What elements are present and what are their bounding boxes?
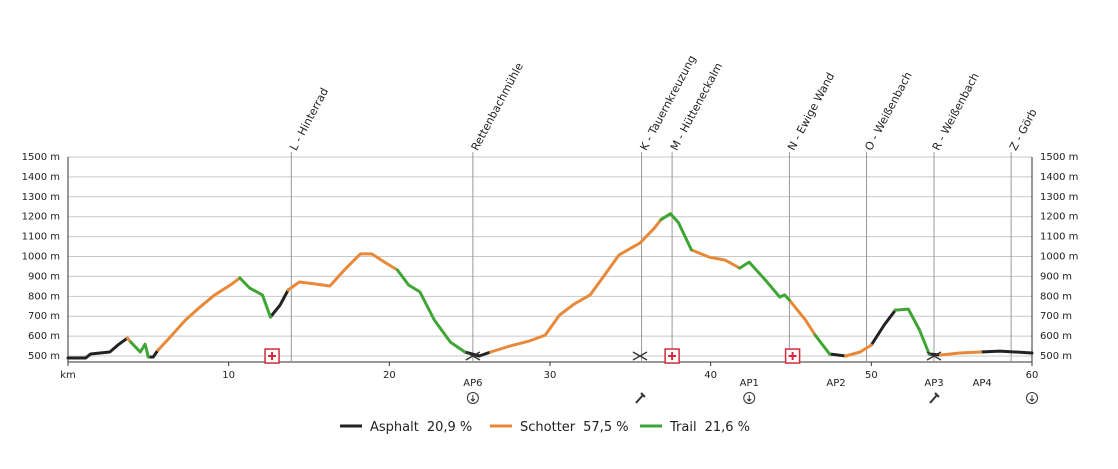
station-label: AP1	[740, 378, 759, 389]
icon	[1026, 392, 1038, 404]
y-tick-label-right: 1500 m	[1040, 152, 1078, 163]
icon-circle	[743, 392, 756, 404]
marker	[465, 351, 481, 361]
station-label: AP2	[826, 378, 845, 389]
y-tick-label-right: 800 m	[1040, 291, 1072, 302]
x-tick-label: 20	[383, 370, 396, 381]
icon-glyph	[470, 395, 476, 402]
y-tick-label: 1000 m	[22, 252, 60, 263]
legend-label: Schotter 57,5 %	[520, 420, 629, 435]
legend-label: Asphalt 20,9 %	[370, 420, 472, 435]
marker	[926, 351, 942, 361]
legend-share: 21,6 %	[705, 420, 750, 435]
waypoint-label: Rettenbachmühle	[469, 60, 526, 152]
marker-cross	[465, 351, 481, 361]
marker	[664, 348, 680, 364]
y-tick-label: 1400 m	[22, 172, 60, 183]
x-tick-label: 60	[1026, 370, 1039, 381]
icon-wrench	[635, 392, 646, 404]
y-tick-label-right: 1200 m	[1040, 212, 1078, 223]
y-tick-label: 500 m	[28, 351, 60, 362]
y-tick-label-right: 1100 m	[1040, 232, 1078, 243]
marker-plus	[788, 352, 797, 361]
waypoint-label: N - Ewige Wand	[785, 71, 837, 153]
y-tick-label: 600 m	[28, 331, 60, 342]
legend-label: Trail 21,6 %	[669, 420, 750, 435]
x-tick-label: 30	[544, 370, 557, 381]
legend-name: Schotter	[520, 420, 576, 435]
legend: Asphalt 20,9 % Schotter 57,5 % Trail 21,6 %	[340, 420, 750, 435]
icon	[743, 392, 756, 404]
legend-share: 57,5 %	[583, 420, 628, 435]
icon	[466, 392, 479, 404]
x-tick-label: 50	[865, 370, 878, 381]
y-tick-label-right: 500 m	[1040, 351, 1072, 362]
y-tick-label-right: 1300 m	[1040, 192, 1078, 203]
icon-wrench	[929, 392, 940, 404]
legend-share: 20,9 %	[427, 420, 472, 435]
profile-line	[129, 212, 931, 359]
legend-name: Trail	[669, 420, 697, 435]
x-tick-label: 40	[704, 370, 717, 381]
marker-cross	[632, 351, 648, 361]
station-label: AP4	[973, 378, 992, 389]
icon-glyph	[746, 395, 752, 402]
y-tick-label-right: 1400 m	[1040, 172, 1078, 183]
y-tick-label-right: 1000 m	[1040, 252, 1078, 263]
y-tick-label-right: 600 m	[1040, 331, 1072, 342]
marker	[264, 348, 280, 364]
y-tick-label: 1300 m	[22, 192, 60, 203]
y-tick-label: 900 m	[28, 271, 60, 282]
marker-plus	[668, 352, 677, 361]
y-tick-label-right: 900 m	[1040, 271, 1072, 282]
y-tick-label: 1500 m	[22, 152, 60, 163]
marker	[784, 348, 801, 364]
x-tick-label: 10	[222, 370, 235, 381]
x-tick-label: km	[60, 370, 76, 381]
y-tick-label: 1200 m	[22, 212, 60, 223]
marker	[632, 351, 648, 361]
waypoint-label: O - Weißenbach	[862, 70, 914, 153]
station-label: AP3	[924, 378, 943, 389]
waypoint-label: L - Hinterrad	[287, 86, 331, 153]
marker-plus	[268, 352, 277, 361]
waypoint-label: K - Tauernkreuzung	[637, 53, 698, 153]
y-tick-label: 700 m	[28, 311, 60, 322]
legend-name: Asphalt	[370, 420, 419, 435]
icon-circle	[1026, 392, 1038, 404]
icon-circle	[466, 392, 479, 404]
y-tick-label: 1100 m	[22, 232, 60, 243]
y-tick-label: 800 m	[28, 291, 60, 302]
icon	[635, 392, 646, 404]
waypoint-label: R - Weißenbach	[930, 71, 982, 153]
station-label: AP6	[463, 378, 482, 389]
y-tick-label-right: 700 m	[1040, 311, 1072, 322]
icon-glyph	[1029, 395, 1035, 402]
profile-line	[66, 288, 1034, 360]
profile-line	[125, 218, 983, 358]
icon	[929, 392, 940, 404]
marker-cross	[926, 351, 942, 361]
waypoint-label: Z - Görb	[1007, 107, 1040, 153]
